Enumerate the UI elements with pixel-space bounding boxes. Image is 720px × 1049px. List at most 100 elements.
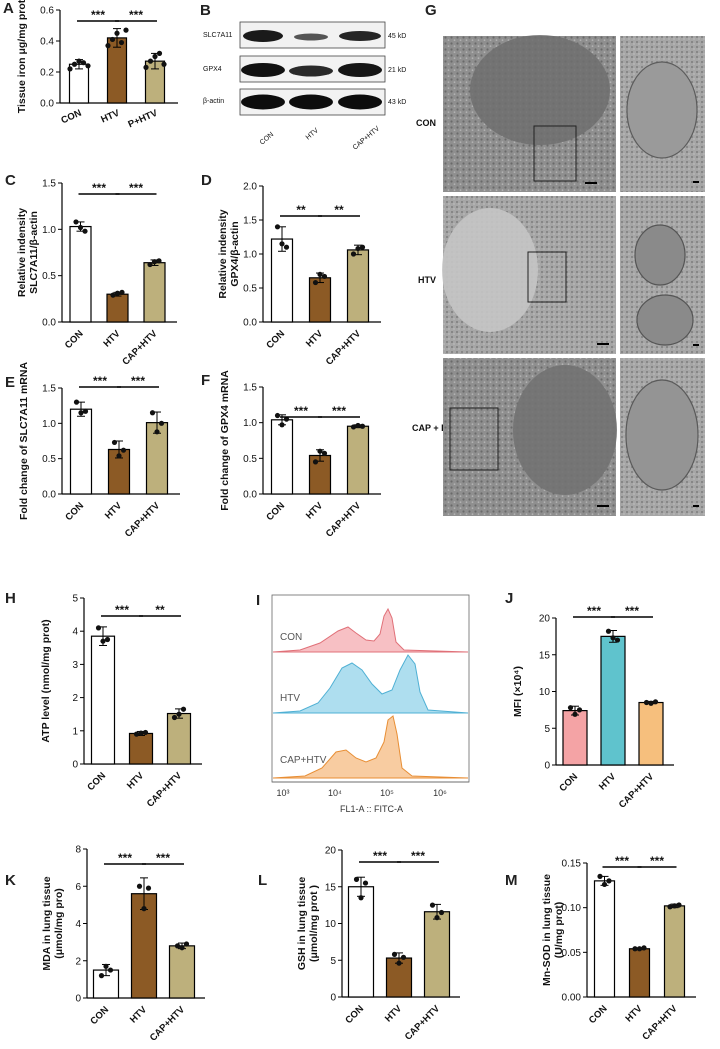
data-point [104, 636, 111, 643]
bar [346, 249, 370, 323]
y-axis-label-line: (U/mg prot) [553, 902, 565, 959]
y-axis-label-line: (μmol/mg prot ) [308, 885, 320, 962]
y-axis-label-line: Fold change of GPX4 mRNA [219, 370, 231, 511]
blot-band [294, 33, 328, 41]
panel-letter: J [505, 590, 513, 607]
data-point [283, 416, 290, 422]
y-axis-label-line: Tissue iron μg/mg prot [16, 0, 28, 113]
tem-scale-bar [693, 181, 699, 183]
y-axis-label: Fold change of SLC7A11 mRNA [18, 362, 30, 521]
data-point [643, 699, 650, 706]
significance-label: *** [92, 181, 106, 195]
y-tick-label: 1.5 [243, 216, 257, 227]
data-point [71, 61, 78, 67]
y-tick-label: 0.5 [243, 454, 257, 465]
data-point [147, 261, 153, 268]
y-tick-label: 2.0 [243, 182, 257, 193]
flow-x-label: FL1-A :: FITC-A [340, 804, 403, 814]
data-point [147, 58, 154, 64]
data-point [103, 963, 109, 969]
panel-l-chart: L 0 5 10 15 20 GSH in lung tissue(μmol/mg prot… [258, 846, 460, 1043]
tem-mitochondrion [625, 379, 699, 491]
y-tick-label: 0.10 [562, 903, 582, 914]
y-axis-label-line: Fold change of SLC7A11 mRNA [18, 362, 30, 521]
significance-label: *** [129, 8, 143, 22]
data-point [359, 423, 366, 429]
panel-h-chart: H 0 1 2 3 4 5 ATP level (nmol/mg prot) CON HTVCAP… [5, 590, 202, 810]
data-point [362, 880, 369, 886]
flow-sample-label: CON [280, 632, 302, 643]
panel-m-chart: M 0.00 0.05 0.10 0.15 Mn-SOD in lung tissue(U… [505, 854, 696, 1043]
data-point [312, 279, 319, 286]
bar [128, 732, 154, 765]
y-tick-label: 0.4 [40, 37, 54, 48]
bar [600, 635, 626, 766]
tem-row-label: CON [416, 118, 436, 128]
y-axis-label-line: MDA in lung tissue [41, 876, 53, 970]
panel-d-chart: D 0.0 0.5 1.0 1.5 2.0 Relative indensityGPX4/β… [201, 172, 381, 368]
x-tick-label: CON [85, 770, 108, 793]
significance-label: *** [129, 181, 143, 195]
blot-band [338, 63, 382, 77]
data-point [82, 408, 89, 414]
bar [308, 277, 332, 323]
y-tick-label: 1.0 [243, 418, 257, 429]
blot-band [241, 63, 285, 77]
x-tick-label: HTV [304, 500, 326, 522]
significance-label: *** [91, 8, 105, 22]
significance-label: ** [334, 203, 344, 217]
y-tick-label: 0.15 [562, 859, 582, 870]
data-point [149, 410, 156, 416]
data-point [179, 945, 185, 951]
x-tick-label: CAP+HTV [120, 328, 160, 368]
y-tick-label: 0.0 [40, 99, 54, 110]
blot-band [289, 94, 333, 110]
panel-letter: H [5, 590, 16, 607]
y-tick-label: 1.0 [42, 225, 56, 236]
data-point [114, 30, 120, 36]
data-point [110, 292, 116, 298]
panel-letter: F [201, 372, 210, 389]
panel-letter: E [5, 374, 15, 391]
y-tick-label: 3 [72, 660, 78, 671]
data-point [142, 729, 149, 736]
data-point [605, 628, 612, 634]
data-point [100, 638, 106, 644]
y-tick-label: 2 [72, 693, 78, 704]
panel-b-label: B [200, 2, 211, 19]
panel-letter: M [505, 872, 518, 889]
y-tick-label: 20 [325, 846, 337, 857]
data-point [174, 943, 181, 949]
data-point [95, 625, 102, 631]
bar [90, 635, 116, 765]
tem-mitochondrion [626, 61, 698, 159]
y-axis-label: Tissue iron μg/mg prot [16, 0, 28, 113]
tem-nucleus [470, 35, 610, 145]
data-point [183, 941, 190, 947]
significance-label: *** [93, 374, 107, 388]
y-axis-label-line: Relative indensity [217, 209, 229, 298]
blot-lane-label: CAP+HTV [352, 125, 382, 151]
significance-label: *** [587, 604, 601, 618]
x-tick-label: CON [264, 500, 287, 523]
data-point [671, 903, 678, 909]
y-tick-label: 0 [72, 760, 78, 771]
x-tick-label: HTV [101, 328, 123, 350]
data-point [317, 448, 323, 454]
flow-x-tick: 10³ [276, 788, 289, 798]
significance-label: *** [332, 404, 346, 418]
data-point [85, 63, 91, 69]
data-point [111, 439, 118, 446]
x-tick-label: HTV [125, 770, 147, 792]
bar [166, 712, 192, 765]
tem-scale-bar [597, 505, 609, 507]
blot-kd-label: 45 kD [388, 33, 406, 40]
bar [562, 710, 588, 766]
panel-c-chart: C 0.0 0.5 1.0 1.5 Relative indensitySLC7A11/β… [5, 172, 177, 368]
x-tick-label: CAP+HTV [640, 1003, 680, 1043]
data-point [652, 699, 659, 705]
y-axis-label: Mn-SOD in lung tissue(U/mg prot) [541, 874, 565, 986]
tem-scale-bar [693, 505, 699, 507]
bar [663, 905, 686, 998]
data-point [636, 946, 643, 952]
